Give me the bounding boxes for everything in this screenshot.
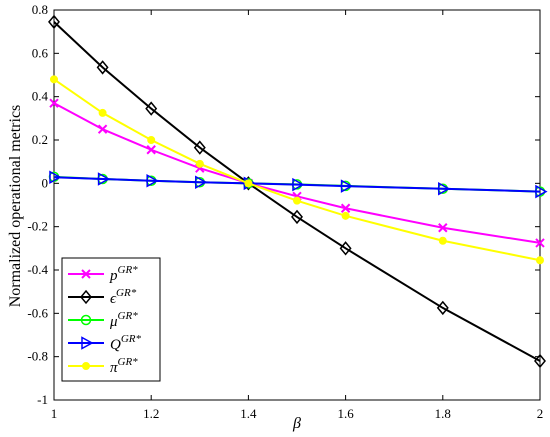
legend-label-name: μ xyxy=(109,314,118,330)
data-point xyxy=(534,353,546,369)
x-axis-title: β xyxy=(292,415,301,432)
data-point xyxy=(98,108,107,117)
data-point xyxy=(97,124,108,134)
legend-label-sup: GR* xyxy=(116,287,137,299)
data-point xyxy=(535,238,545,248)
data-point xyxy=(293,196,301,205)
y-tick-label: -0.4 xyxy=(27,262,48,277)
legend-item: πGR* xyxy=(68,356,138,376)
data-point xyxy=(195,175,208,190)
data-point xyxy=(97,172,111,186)
legend-label: πGR* xyxy=(110,356,138,376)
data-point xyxy=(340,179,354,193)
legend-label: μGR* xyxy=(109,310,138,330)
data-point xyxy=(244,179,253,188)
data-point xyxy=(96,60,109,75)
data-point xyxy=(48,14,60,30)
data-point xyxy=(193,140,206,155)
legend-label-name: Q xyxy=(110,337,121,353)
data-point xyxy=(146,145,156,155)
legend-label-name: π xyxy=(110,360,118,376)
y-tick-label: 0.8 xyxy=(32,2,48,17)
legend-marker xyxy=(80,289,92,305)
legend-label: QGR* xyxy=(110,333,142,353)
x-tick-label: 1.2 xyxy=(143,406,159,421)
legend-label-sup: GR* xyxy=(118,356,139,368)
data-point xyxy=(49,170,62,185)
data-point xyxy=(291,209,303,225)
data-point xyxy=(438,181,451,196)
data-point xyxy=(339,241,352,256)
y-tick-label: 0 xyxy=(42,175,49,190)
x-tick-label: 1 xyxy=(51,406,58,421)
y-tick-label: -0.6 xyxy=(27,305,48,320)
data-point xyxy=(195,159,204,168)
y-tick-label: -1 xyxy=(37,392,48,407)
data-point xyxy=(436,300,449,316)
data-point xyxy=(145,101,158,116)
data-point xyxy=(536,256,544,265)
legend-marker xyxy=(81,336,94,350)
data-point xyxy=(340,203,351,213)
series-4 xyxy=(50,75,544,265)
legend-box xyxy=(61,257,161,382)
legend-item: QGR* xyxy=(68,333,142,353)
data-point xyxy=(146,173,159,188)
legend-label-sup: GR* xyxy=(121,333,142,345)
data-point xyxy=(292,177,305,192)
y-tick-label: 0.6 xyxy=(32,45,49,60)
legend-item: μGR* xyxy=(68,310,138,330)
x-tick-label: 1.8 xyxy=(435,406,451,421)
data-point xyxy=(438,236,447,245)
data-point xyxy=(49,98,59,108)
y-tick-label: 0.4 xyxy=(32,89,49,104)
y-tick-label: -0.8 xyxy=(27,349,48,364)
x-tick-label: 2 xyxy=(537,406,544,421)
data-point xyxy=(147,136,156,144)
y-tick-label: -0.2 xyxy=(27,219,48,234)
legend: pGR*ϵGR*μGR*QGR*πGR* xyxy=(61,257,161,382)
legend-label-sup: GR* xyxy=(118,264,139,276)
axes: 1 1.2 1.4 1.6 1.8 2 -1 -0.8 -0.6 -0.4 -0.2 0 0.2 0.4 0… xyxy=(27,2,543,421)
legend-label-name: p xyxy=(109,268,118,284)
legend-marker xyxy=(80,314,92,326)
legend-label-sup: GR* xyxy=(118,310,139,322)
data-point xyxy=(438,223,448,233)
x-tick-label: 1.4 xyxy=(240,406,257,421)
legend-marker xyxy=(81,269,91,279)
legend-label-name: ϵ xyxy=(110,291,117,307)
x-tick-label: 1.6 xyxy=(337,406,354,421)
legend-label: pGR* xyxy=(109,264,138,284)
data-point xyxy=(341,211,350,220)
data-point xyxy=(535,184,548,199)
series-layer xyxy=(48,14,548,369)
y-axis-title: Normalized operational metrics xyxy=(7,105,24,308)
legend-marker xyxy=(82,362,90,370)
legend-item: ϵGR* xyxy=(68,287,137,307)
legend-label: ϵGR* xyxy=(110,287,137,307)
legend-item: pGR* xyxy=(68,264,138,284)
y-tick-label: 0.2 xyxy=(32,132,48,147)
data-point xyxy=(50,75,58,84)
